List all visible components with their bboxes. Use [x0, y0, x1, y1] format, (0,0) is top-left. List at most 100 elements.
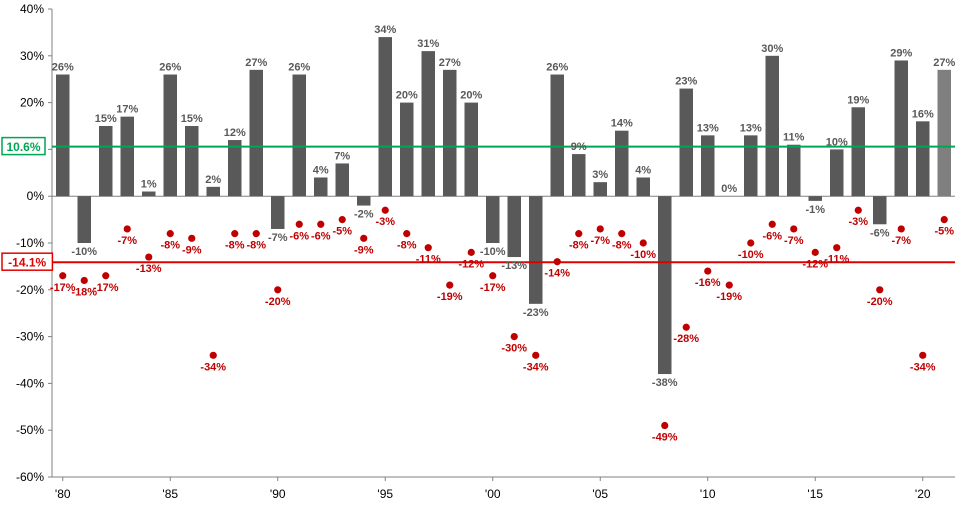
- bar: [120, 116, 134, 197]
- x-tick-label: '15: [807, 487, 823, 501]
- bar-value-label: -2%: [354, 209, 374, 221]
- bar-value-label: 26%: [288, 62, 310, 74]
- dot-value-label: -9%: [182, 244, 202, 256]
- dot: [123, 225, 131, 233]
- y-tick-label: 20%: [20, 96, 44, 110]
- dot: [940, 216, 948, 224]
- bar: [937, 69, 951, 197]
- bar: [185, 126, 199, 197]
- bar-value-label: 4%: [313, 164, 329, 176]
- dot-value-label: -7%: [891, 235, 911, 247]
- bar-value-label: 13%: [740, 122, 762, 134]
- bar: [99, 126, 113, 197]
- bar: [464, 102, 478, 197]
- bar: [894, 60, 908, 197]
- dot: [274, 286, 282, 294]
- bar: [808, 196, 822, 201]
- dot: [252, 230, 260, 238]
- bar: [400, 102, 414, 197]
- bar-value-label: -10%: [480, 246, 506, 258]
- dot-value-label: -3%: [375, 216, 395, 228]
- bar: [142, 191, 156, 197]
- bar: [701, 135, 715, 197]
- bar-value-label: 15%: [181, 113, 203, 125]
- dot-value-label: -17%: [93, 282, 119, 294]
- bar: [249, 69, 263, 197]
- bar: [572, 154, 586, 197]
- bar-value-label: 1%: [141, 179, 157, 191]
- bar-value-label: 26%: [546, 62, 568, 74]
- bar: [593, 182, 607, 197]
- dot: [338, 216, 346, 224]
- dot: [704, 267, 712, 275]
- bar: [228, 140, 242, 197]
- bar-value-label: 20%: [460, 90, 482, 102]
- y-tick-label: -40%: [16, 376, 44, 390]
- bar-value-label: -10%: [71, 246, 97, 258]
- reference-lines: 10.6% -14.1%: [1, 136, 955, 271]
- bar-value-label: 17%: [116, 104, 138, 116]
- dot: [317, 220, 325, 228]
- dot-value-label: -11%: [824, 254, 849, 266]
- dot-value-label: -6%: [289, 230, 309, 242]
- dot: [811, 248, 819, 256]
- dot-value-label: -10%: [630, 249, 656, 261]
- dot-value-label: -12%: [802, 258, 828, 270]
- bar-value-label: -23%: [523, 307, 549, 319]
- dot: [553, 258, 561, 266]
- bar: [357, 196, 371, 206]
- dot: [360, 234, 368, 242]
- bar-value-label: 2%: [205, 174, 221, 186]
- bar-value-label: -7%: [268, 232, 288, 244]
- bar: [744, 135, 758, 197]
- dot-value-label: -9%: [354, 244, 374, 256]
- dot-value-label: -30%: [501, 343, 527, 355]
- dot-value-label: -7%: [590, 235, 610, 247]
- bar: [163, 74, 177, 197]
- x-tick-label: '80: [55, 487, 71, 501]
- bar-value-label: 19%: [847, 94, 869, 106]
- bar-value-label: 26%: [159, 62, 181, 74]
- dot: [424, 244, 432, 252]
- bar: [636, 177, 650, 197]
- data-labels: 26%-10%15%17%1%26%15%2%12%27%-7%26%4%7%-…: [50, 24, 956, 443]
- bar-value-label: 14%: [611, 118, 633, 130]
- dot: [209, 351, 217, 359]
- dot-value-label: -11%: [416, 254, 441, 266]
- bar-value-label: 31%: [417, 38, 439, 50]
- bar: [421, 51, 435, 197]
- bar: [507, 196, 521, 258]
- dot-value-label: -8%: [246, 240, 266, 252]
- dot-value-label: -14%: [544, 268, 570, 280]
- bar-value-label: 30%: [761, 43, 783, 55]
- dot-value-label: -5%: [934, 226, 954, 238]
- bar: [314, 177, 328, 197]
- dot-value-label: -19%: [437, 291, 463, 303]
- dot-value-label: -10%: [738, 249, 764, 261]
- bar: [550, 74, 564, 197]
- x-tick-label: '85: [162, 487, 178, 501]
- dot: [618, 230, 626, 238]
- dot: [725, 281, 733, 289]
- dot-value-label: -34%: [200, 361, 226, 373]
- dot: [59, 272, 67, 280]
- bar: [615, 130, 629, 197]
- dot: [833, 244, 841, 252]
- bar: [787, 144, 801, 197]
- dot-value-label: -16%: [695, 277, 721, 289]
- dot: [446, 281, 454, 289]
- dot: [381, 206, 389, 214]
- bar: [56, 74, 70, 197]
- bar-value-label: 7%: [334, 150, 350, 162]
- dot: [102, 272, 110, 280]
- bar: [292, 74, 306, 197]
- bar-value-label: 27%: [439, 57, 461, 69]
- dot-value-label: -28%: [673, 333, 699, 345]
- reference-label-box: [1, 252, 54, 271]
- bar: [378, 37, 392, 197]
- dot-value-label: -7%: [117, 235, 137, 247]
- x-tick-label: '20: [915, 487, 931, 501]
- bar-value-label: 20%: [396, 90, 418, 102]
- bar-value-label: -13%: [501, 260, 527, 272]
